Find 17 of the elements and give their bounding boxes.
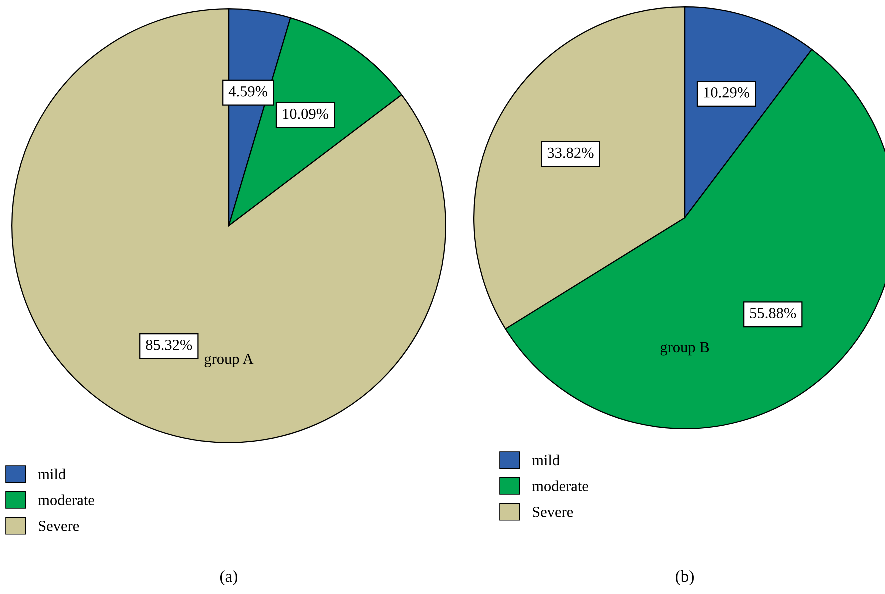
pie-slice	[12, 8, 446, 444]
data-label: 4.59%	[228, 86, 268, 97]
data-label: 10.29%	[704, 88, 750, 98]
legend-label: mild	[38, 468, 66, 480]
data-label: 10.09%	[283, 108, 329, 120]
text: (b)	[676, 570, 694, 586]
legend-label: moderate	[38, 494, 94, 506]
text: (a)	[220, 570, 238, 586]
legend-label: Severe	[533, 507, 574, 518]
data-label: 33.82%	[548, 148, 594, 158]
text: group B	[660, 342, 710, 356]
legend-label: moderate	[532, 480, 588, 492]
text: group A	[204, 354, 254, 368]
data-label: 55.88%	[750, 308, 796, 319]
data-label: 85.32%	[146, 340, 192, 350]
legend-label: mild	[532, 454, 560, 466]
legend-label: Severe	[39, 521, 80, 532]
